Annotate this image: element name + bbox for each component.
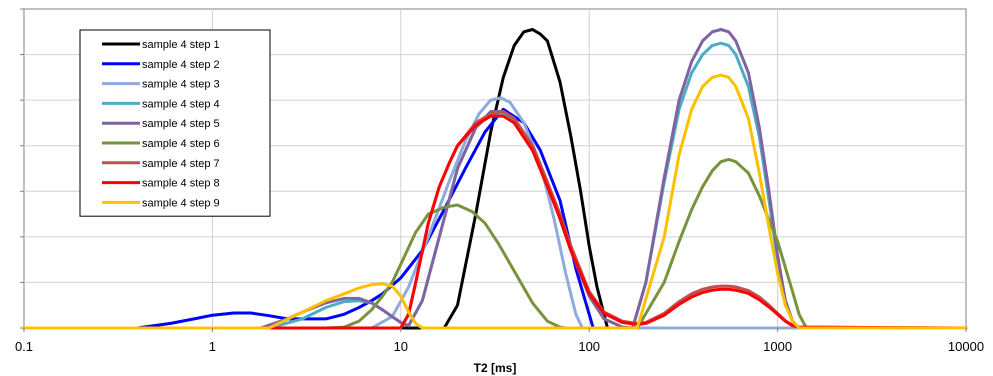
- x-tick-label: 0.1: [15, 339, 33, 354]
- x-tick-label: 10000: [948, 339, 984, 354]
- x-tick-label: 1: [209, 339, 216, 354]
- x-tick-label: 1000: [763, 339, 792, 354]
- grid-lines: [24, 9, 966, 328]
- legend-label: sample 4 step 9: [142, 197, 220, 209]
- legend: sample 4 step 1 sample 4 step 2 sample 4 s…: [79, 29, 271, 217]
- legend-label: sample 4 step 2: [142, 59, 220, 71]
- x-axis-title: T2 [ms]: [474, 361, 517, 375]
- series-line-2: [22, 107, 968, 330]
- y-axis-ticks: [20, 8, 24, 329]
- legend-label: sample 4 step 6: [142, 138, 220, 150]
- series-line-1: [22, 28, 968, 330]
- x-axis-tick-labels: 0.1 1 10 100 1000 10000: [15, 328, 984, 354]
- x-tick-label: 100: [578, 339, 600, 354]
- legend-label: sample 4 step 4: [142, 98, 220, 110]
- legend-label: sample 4 step 8: [142, 178, 220, 190]
- series-line-9: [22, 73, 968, 330]
- legend-label: sample 4 step 7: [142, 158, 220, 170]
- legend-label: sample 4 step 3: [142, 79, 220, 91]
- series-line-8: [22, 114, 968, 330]
- series-line-3: [22, 96, 968, 330]
- x-tick-label: 10: [394, 339, 408, 354]
- series-group: [22, 28, 968, 330]
- legend-label: sample 4 step 1: [142, 39, 220, 51]
- legend-label: sample 4 step 5: [142, 118, 220, 130]
